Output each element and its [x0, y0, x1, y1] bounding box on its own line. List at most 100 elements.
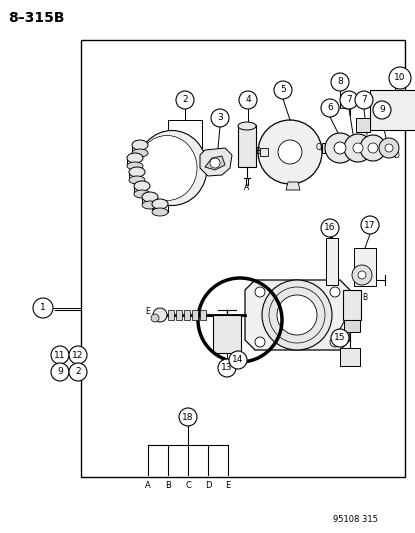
Text: E: E [146, 308, 150, 317]
Text: 15: 15 [334, 334, 346, 343]
Ellipse shape [137, 135, 197, 200]
Bar [213, 315, 241, 353]
Circle shape [278, 140, 302, 164]
Polygon shape [322, 143, 332, 153]
Text: 95108 315: 95108 315 [332, 515, 377, 524]
Ellipse shape [129, 176, 145, 184]
Circle shape [151, 314, 159, 322]
Ellipse shape [152, 208, 168, 216]
Text: 4: 4 [245, 95, 251, 104]
Text: 14: 14 [232, 356, 244, 365]
Text: 8: 8 [337, 77, 343, 86]
Circle shape [385, 144, 393, 152]
Circle shape [389, 67, 411, 89]
Ellipse shape [152, 199, 168, 209]
Circle shape [355, 91, 373, 109]
Circle shape [69, 346, 87, 364]
Circle shape [373, 101, 391, 119]
Text: 7: 7 [346, 95, 352, 104]
Ellipse shape [127, 162, 143, 170]
Polygon shape [192, 310, 198, 320]
Circle shape [340, 91, 358, 109]
Bar [238, 125, 256, 167]
Polygon shape [184, 310, 190, 320]
Text: 2: 2 [75, 367, 81, 376]
Text: 9: 9 [57, 367, 63, 376]
Circle shape [229, 351, 247, 369]
Ellipse shape [134, 190, 150, 198]
Circle shape [361, 216, 379, 234]
Text: 7: 7 [361, 95, 367, 104]
Ellipse shape [132, 140, 148, 150]
Bar [354, 248, 376, 286]
Circle shape [331, 73, 349, 91]
Circle shape [330, 287, 340, 297]
Bar [370, 90, 415, 130]
Circle shape [69, 363, 87, 381]
Circle shape [52, 347, 68, 363]
Polygon shape [200, 310, 206, 320]
Ellipse shape [137, 131, 207, 206]
Circle shape [218, 359, 236, 377]
Circle shape [321, 219, 339, 237]
Circle shape [334, 142, 346, 154]
Circle shape [368, 143, 378, 153]
Text: B: B [256, 148, 261, 157]
Polygon shape [176, 310, 182, 320]
Circle shape [360, 135, 386, 161]
Text: C: C [185, 481, 191, 489]
Polygon shape [168, 310, 174, 320]
Circle shape [358, 271, 366, 279]
Circle shape [70, 347, 86, 363]
Circle shape [33, 298, 53, 318]
Text: 17: 17 [364, 221, 376, 230]
Text: 2: 2 [182, 95, 188, 104]
Text: D: D [205, 481, 211, 489]
Bar [356, 118, 370, 132]
Circle shape [331, 329, 349, 347]
Text: A: A [145, 481, 151, 489]
Ellipse shape [142, 192, 158, 202]
Text: 8–315B: 8–315B [8, 11, 64, 25]
Circle shape [258, 120, 322, 184]
Circle shape [52, 364, 68, 380]
Circle shape [51, 363, 69, 381]
Circle shape [379, 138, 399, 158]
Bar [343, 290, 361, 320]
Text: D: D [393, 151, 399, 160]
Circle shape [325, 133, 355, 163]
Circle shape [277, 295, 317, 335]
Ellipse shape [132, 149, 148, 157]
Polygon shape [260, 148, 268, 156]
Circle shape [353, 143, 363, 153]
Ellipse shape [134, 181, 150, 191]
Circle shape [51, 346, 69, 364]
Text: E: E [225, 481, 231, 489]
Bar [81, 40, 405, 477]
Circle shape [352, 265, 372, 285]
Text: 13: 13 [221, 364, 233, 373]
Circle shape [321, 99, 339, 117]
Text: 11: 11 [54, 351, 66, 359]
Text: B: B [165, 481, 171, 489]
Circle shape [255, 287, 265, 297]
Circle shape [179, 408, 197, 426]
Polygon shape [205, 156, 225, 170]
Circle shape [262, 280, 332, 350]
Text: 6: 6 [327, 103, 333, 112]
Circle shape [330, 337, 340, 347]
Polygon shape [200, 148, 232, 176]
Polygon shape [286, 182, 300, 190]
Polygon shape [245, 280, 350, 350]
Circle shape [153, 308, 167, 322]
Ellipse shape [238, 122, 256, 130]
Circle shape [255, 337, 265, 347]
Circle shape [344, 134, 372, 162]
Circle shape [70, 364, 86, 380]
Text: 5: 5 [280, 85, 286, 94]
Circle shape [176, 91, 194, 109]
Circle shape [211, 109, 229, 127]
Text: 12: 12 [72, 351, 84, 359]
Text: 3: 3 [217, 114, 223, 123]
Text: 9: 9 [379, 106, 385, 115]
